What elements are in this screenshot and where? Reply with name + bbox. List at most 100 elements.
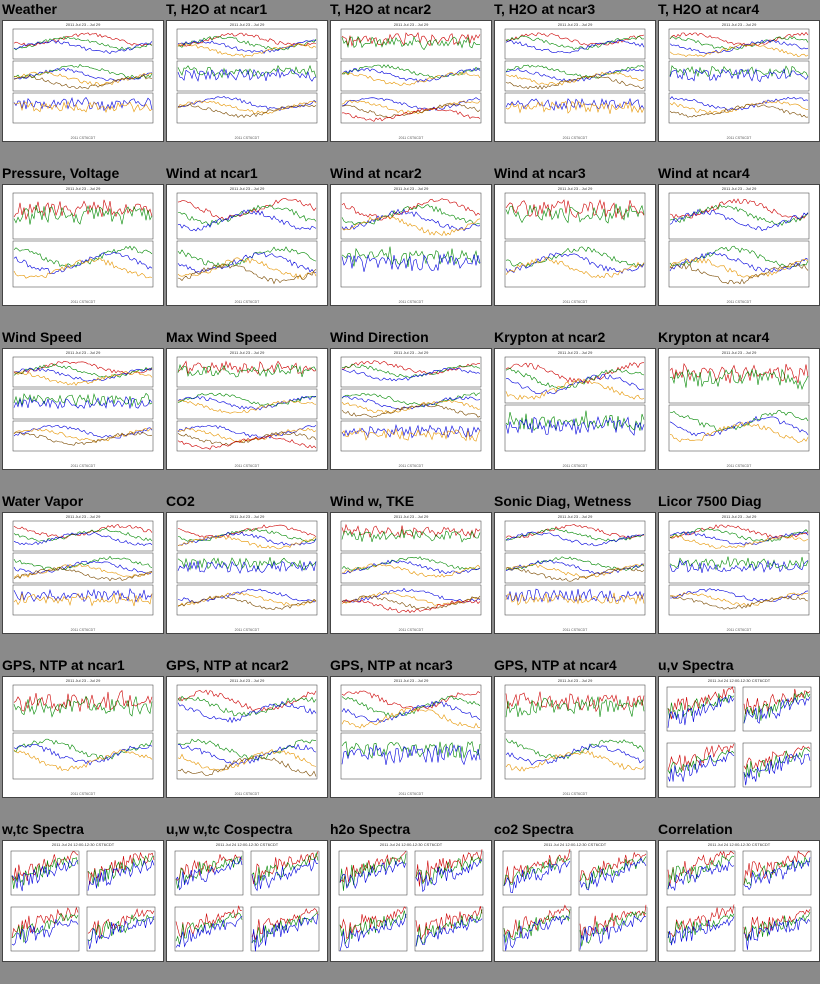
plot-thumbnail-t-h2o-at-ncar2[interactable]: 2011 Jul 23 - Jul 29 2011 CST6CDT	[330, 20, 492, 142]
plot-thumbnail-w-tc-spectra[interactable]: 2011 Jul 24 12:00-12:30 CST6CDT	[2, 840, 164, 962]
plot-date-range: 2011 Jul 23 - Jul 29	[721, 514, 757, 519]
series-line	[669, 531, 809, 546]
plot-graphic	[668, 192, 810, 288]
plot-thumbnail-gps-ntp-at-ncar4[interactable]: 2011 Jul 23 - Jul 29 2011 CST6CDT	[494, 676, 656, 798]
series-line	[87, 916, 155, 949]
plot-thumbnail-pressure-voltage[interactable]: 2011 Jul 23 - Jul 29 2011 CST6CDT	[2, 184, 164, 306]
plot-thumbnail-t-h2o-at-ncar1[interactable]: 2011 Jul 23 - Jul 29 2011 CST6CDT	[166, 20, 328, 142]
series-line	[341, 100, 481, 115]
plot-thumbnail-wind-at-ncar2[interactable]: 2011 Jul 23 - Jul 29 2011 CST6CDT	[330, 184, 492, 306]
series-line	[13, 257, 153, 279]
plot-graphic	[504, 356, 646, 452]
plot-cell-co2: CO2 2011 Jul 23 - Jul 29 2011 CST6CDT	[164, 492, 328, 656]
series-line	[505, 64, 645, 79]
series-line	[13, 555, 153, 571]
plot-thumbnail-wind-speed[interactable]: 2011 Jul 23 - Jul 29 2011 CST6CDT	[2, 348, 164, 470]
series-line	[743, 747, 811, 778]
plot-title: CO2	[166, 493, 195, 509]
plot-title: Wind Speed	[2, 329, 82, 345]
plot-footer: 2011 CST6CDT	[70, 792, 96, 796]
series-line	[743, 857, 811, 891]
plot-date-range: 2011 Jul 23 - Jul 29	[393, 186, 429, 191]
series-line	[669, 524, 809, 539]
plot-date-range: 2011 Jul 24 12:00-12:30 CST6CDT	[215, 842, 279, 847]
plot-graphic	[338, 849, 484, 952]
series-line	[505, 35, 645, 51]
plot-graphic	[504, 520, 646, 616]
series-line	[667, 854, 735, 890]
plot-thumbnail-krypton-at-ncar4[interactable]: 2011 Jul 23 - Jul 29 2011 CST6CDT	[658, 348, 820, 470]
series-line	[341, 700, 481, 724]
plot-cell-wind-direction: Wind Direction 2011 Jul 23 - Jul 29 2011 C…	[328, 328, 492, 492]
plot-date-range: 2011 Jul 23 - Jul 29	[721, 22, 757, 27]
series-line	[13, 39, 153, 54]
series-line	[177, 560, 317, 574]
plot-graphic	[668, 356, 810, 452]
plot-graphic	[176, 28, 318, 124]
series-line	[13, 100, 153, 113]
series-line	[177, 755, 317, 777]
plot-cell-krypton-at-ncar2: Krypton at ncar2 2011 Jul 23 - Jul 29 2011…	[492, 328, 656, 492]
series-line	[251, 914, 319, 952]
series-line	[505, 567, 645, 582]
series-line	[669, 245, 809, 268]
plot-thumbnail-gps-ntp-at-ncar3[interactable]: 2011 Jul 23 - Jul 29 2011 CST6CDT	[330, 676, 492, 798]
plot-date-range: 2011 Jul 23 - Jul 29	[229, 678, 265, 683]
plot-thumbnail-wind-direction[interactable]: 2011 Jul 23 - Jul 29 2011 CST6CDT	[330, 348, 492, 470]
series-line	[341, 695, 481, 718]
plot-thumbnail-max-wind-speed[interactable]: 2011 Jul 23 - Jul 29 2011 CST6CDT	[166, 348, 328, 470]
plot-thumbnail-wind-w-tke[interactable]: 2011 Jul 23 - Jul 29 2011 CST6CDT	[330, 512, 492, 634]
series-line	[341, 208, 481, 232]
plot-thumbnail-h2o-spectra[interactable]: 2011 Jul 24 12:00-12:30 CST6CDT	[330, 840, 492, 962]
plot-thumbnail-wind-at-ncar3[interactable]: 2011 Jul 23 - Jul 29 2011 CST6CDT	[494, 184, 656, 306]
series-line	[13, 744, 153, 766]
plot-date-range: 2011 Jul 23 - Jul 29	[229, 22, 265, 27]
plot-thumbnail-u-v-spectra[interactable]: 2011 Jul 24 12:00-12:30 CST6CDT	[658, 676, 820, 798]
plot-thumbnail-gps-ntp-at-ncar2[interactable]: 2011 Jul 23 - Jul 29 2011 CST6CDT	[166, 676, 328, 798]
plot-thumbnail-wind-at-ncar4[interactable]: 2011 Jul 23 - Jul 29 2011 CST6CDT	[658, 184, 820, 306]
series-line	[505, 696, 645, 718]
plot-thumbnail-correlation[interactable]: 2011 Jul 24 12:00-12:30 CST6CDT	[658, 840, 820, 962]
plot-graphic	[340, 356, 482, 452]
series-line	[669, 31, 809, 48]
series-line	[341, 392, 481, 407]
plot-thumbnail-weather[interactable]: 2011 Jul 23 - Jul 29 2011 CST6CDT	[2, 20, 164, 142]
plot-thumbnail-co2-spectra[interactable]: 2011 Jul 24 12:00-12:30 CST6CDT	[494, 840, 656, 962]
plot-footer: 2011 CST6CDT	[398, 464, 424, 468]
series-line	[743, 688, 811, 715]
plot-graphic	[502, 849, 648, 952]
series-line	[11, 906, 79, 938]
plot-thumbnail-t-h2o-at-ncar4[interactable]: 2011 Jul 23 - Jul 29 2011 CST6CDT	[658, 20, 820, 142]
series-line	[341, 367, 481, 382]
series-line	[11, 919, 79, 946]
plot-thumbnail-krypton-at-ncar2[interactable]: 2011 Jul 23 - Jul 29 2011 CST6CDT	[494, 348, 656, 470]
plot-thumbnail-sonic-diag-wetness[interactable]: 2011 Jul 23 - Jul 29 2011 CST6CDT	[494, 512, 656, 634]
plot-title: Wind at ncar1	[166, 165, 258, 181]
series-line	[667, 913, 735, 944]
series-line	[251, 857, 319, 892]
series-line	[177, 431, 317, 446]
plot-thumbnail-t-h2o-at-ncar3[interactable]: 2011 Jul 23 - Jul 29 2011 CST6CDT	[494, 20, 656, 142]
series-line	[667, 695, 735, 728]
series-line	[13, 689, 153, 712]
plot-thumbnail-water-vapor[interactable]: 2011 Jul 23 - Jul 29 2011 CST6CDT	[2, 512, 164, 634]
series-line	[669, 410, 809, 432]
series-line	[13, 738, 153, 760]
plot-thumbnail-gps-ntp-at-ncar1[interactable]: 2011 Jul 23 - Jul 29 2011 CST6CDT	[2, 676, 164, 798]
plot-date-range: 2011 Jul 23 - Jul 29	[557, 186, 593, 191]
plot-thumbnail-wind-at-ncar1[interactable]: 2011 Jul 23 - Jul 29 2011 CST6CDT	[166, 184, 328, 306]
series-line	[341, 423, 481, 439]
plot-cell-wind-at-ncar2: Wind at ncar2 2011 Jul 23 - Jul 29 2011 CS…	[328, 164, 492, 328]
plot-thumbnail-co2[interactable]: 2011 Jul 23 - Jul 29 2011 CST6CDT	[166, 512, 328, 634]
series-line	[13, 592, 153, 607]
plot-thumbnail-licor-7500-diag[interactable]: 2011 Jul 23 - Jul 29 2011 CST6CDT	[658, 512, 820, 634]
plot-date-range: 2011 Jul 23 - Jul 29	[393, 678, 429, 683]
series-line	[339, 913, 407, 951]
plot-footer: 2011 CST6CDT	[726, 464, 752, 468]
plot-thumbnail-u-w-w-tc-cospectra[interactable]: 2011 Jul 24 12:00-12:30 CST6CDT	[166, 840, 328, 962]
series-line	[13, 71, 153, 87]
series-line	[11, 859, 79, 892]
series-line	[339, 906, 407, 940]
series-line	[177, 257, 317, 280]
series-line	[505, 531, 645, 547]
